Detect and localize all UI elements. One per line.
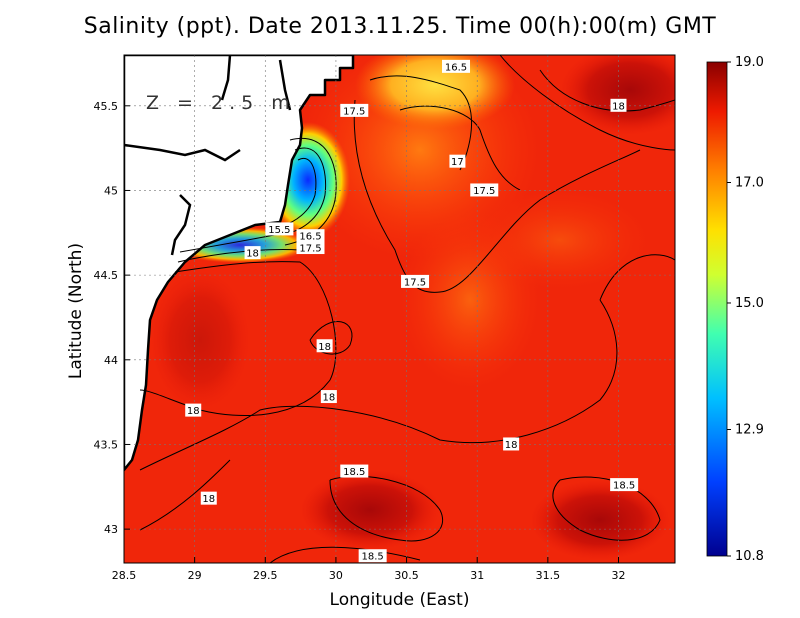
contour-label-text: 18.5 [362, 552, 384, 563]
x-axis-label: Longitude (East) [329, 590, 470, 610]
land-mask [124, 55, 355, 472]
colorbar-tick-label: 10.8 [735, 549, 764, 564]
contour-label-text: 18 [187, 406, 200, 417]
contour-labels: 16.517.5 181717.515.516.517.51817.5181818… [185, 59, 639, 563]
contour-label-text: 17.5 [404, 277, 426, 288]
x-tick-label: 29.5 [253, 569, 278, 582]
contour-label: 18 [503, 437, 520, 451]
contour-label-text: 16.5 [299, 232, 321, 243]
y-axis: 43 43.5 44 44.5 45 45.5 [94, 100, 130, 536]
colorbar-tick-label: 19.0 [735, 55, 764, 70]
plot-frame [123, 54, 676, 564]
x-tick-label: 29 [188, 569, 202, 582]
colorbar [706, 61, 728, 557]
contour-label: 18 [320, 390, 337, 404]
contour-label: 17.5 [296, 241, 325, 255]
contour-label-text: 15.5 [268, 225, 290, 236]
x-tick-label: 32 [611, 569, 625, 582]
contour-label: 17.5 [470, 183, 499, 197]
colorbar-ticks: 19.0 17.0 15.0 12.9 10.8 [727, 55, 764, 564]
contour-label-text: 18 [505, 440, 518, 451]
contour-label: 15.5 [265, 222, 294, 236]
x-tick-label: 31.5 [536, 569, 561, 582]
colorbar-tick-label: 15.0 [735, 296, 764, 311]
x-axis: 28.5 29 29.5 30 30.5 31 31.5 32 [112, 557, 625, 582]
salinity-field [124, 55, 675, 563]
contour-label-text: 18 [322, 393, 335, 404]
depth-label: Z = 2.5 m [146, 92, 296, 114]
contour-label: 18 [200, 491, 217, 505]
contour-label: 17 [449, 154, 466, 168]
contour-label-text: 17.5 [299, 244, 321, 255]
contour-label: 17.5 [340, 103, 369, 117]
colorbar-tick-label: 12.9 [735, 422, 764, 437]
y-tick-label: 43 [104, 523, 118, 536]
contour-label: 18.5 [610, 478, 639, 492]
contour-label: 18.5 [358, 549, 387, 563]
contour-label: 16.5 [442, 59, 471, 73]
y-tick-label: 44.5 [94, 269, 119, 282]
colorbar-tick-label: 17.0 [735, 175, 764, 190]
contour-label-text: 18 [246, 249, 259, 260]
contour-label: 18 [185, 403, 202, 417]
contour-label: 18.5 [340, 464, 369, 478]
contour-label-text: 16.5 [445, 62, 467, 73]
contour-label: 18 [244, 246, 261, 260]
contour-label: 18 [316, 339, 333, 353]
contour-label-text: 18.5 [343, 467, 365, 478]
grid [124, 55, 675, 563]
map-title: Salinity (ppt). Date 2013.11.25. Time 00… [83, 14, 717, 39]
x-tick-label: 30.5 [394, 569, 419, 582]
contour-label: 17.5 [401, 274, 430, 288]
y-axis-label: Latitude (North) [66, 242, 86, 380]
y-tick-label: 44 [104, 354, 118, 367]
contour-label-text: 17.5 [343, 106, 365, 117]
x-tick-label: 31 [470, 569, 484, 582]
y-tick-label: 45 [104, 184, 118, 197]
contour-label-text: 18 [612, 101, 625, 112]
contour-label-text: 17 [451, 157, 464, 168]
x-tick-label: 30 [329, 569, 343, 582]
contour-label: 16.5 [296, 229, 325, 243]
contour-label-text: 18 [202, 494, 215, 505]
contour-label: 18 [610, 98, 627, 112]
contour-label-text: 18 [318, 342, 331, 353]
contour-label-text: 17.5 [473, 186, 495, 197]
x-tick-label: 28.5 [112, 569, 137, 582]
contour-label-text: 18.5 [613, 481, 635, 492]
y-tick-label: 43.5 [94, 438, 119, 451]
y-tick-label: 45.5 [94, 100, 119, 113]
